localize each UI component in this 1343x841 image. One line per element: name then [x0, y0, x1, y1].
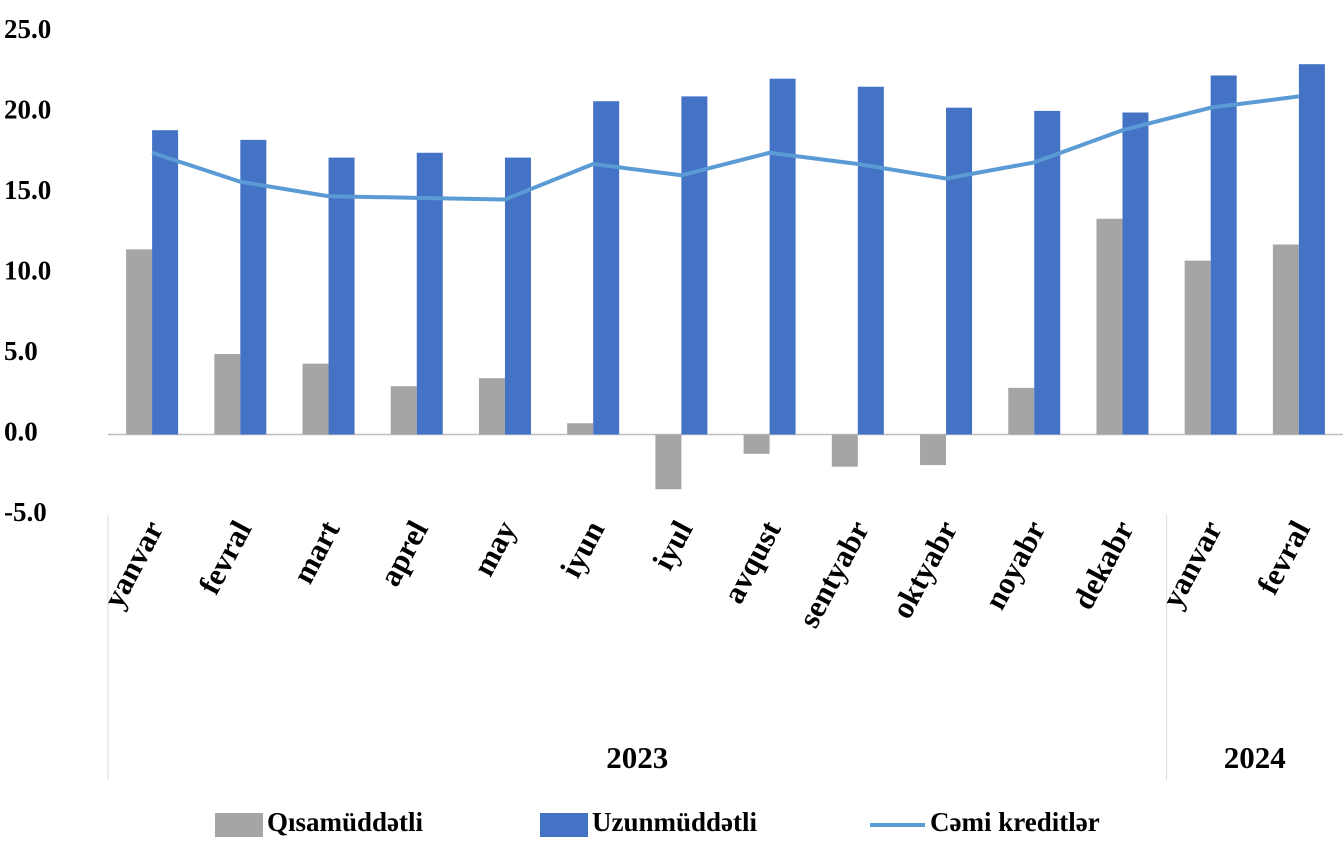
bar — [857, 86, 884, 435]
x-tick-label: mart — [285, 514, 347, 589]
bar — [831, 434, 858, 467]
bar — [478, 378, 505, 435]
y-tick-label: 15.0 — [4, 175, 51, 205]
bar — [567, 423, 594, 435]
x-tick-label: fevral — [1250, 515, 1317, 600]
y-tick-label: 10.0 — [4, 256, 51, 286]
bar — [416, 152, 443, 435]
bar — [504, 157, 531, 435]
legend-swatch — [215, 813, 263, 837]
x-tick-label: fevral — [191, 515, 258, 600]
bar — [390, 386, 417, 435]
bar — [1210, 75, 1237, 435]
y-tick-label: 25.0 — [4, 14, 51, 44]
bar — [1298, 64, 1325, 435]
legend-swatch — [540, 813, 588, 837]
y-tick-label: -5.0 — [4, 497, 47, 527]
legend-label: Uzunmüddətli — [592, 807, 758, 837]
x-tick-label: oktyabr — [884, 515, 964, 624]
group-label: 2023 — [606, 740, 668, 775]
x-tick-label: noyabr — [977, 515, 1052, 615]
bar — [214, 354, 241, 435]
y-tick-label: 20.0 — [4, 95, 51, 125]
x-tick-label: iyun — [553, 515, 611, 583]
legend-label: Qısamüddətli — [267, 807, 424, 837]
bar — [1122, 112, 1149, 435]
bar — [1008, 387, 1035, 435]
group-label: 2024 — [1224, 740, 1286, 775]
x-tick-label: dekabr — [1065, 515, 1140, 615]
bar — [302, 363, 329, 435]
bar — [920, 434, 947, 466]
bar — [743, 434, 770, 454]
bar — [769, 78, 796, 435]
bar — [240, 139, 267, 435]
bar — [1034, 110, 1061, 435]
y-tick-label: 5.0 — [4, 336, 38, 366]
bar — [152, 130, 179, 435]
legend-label: Cəmi kreditlər — [930, 807, 1100, 837]
x-tick-label: aprel — [372, 515, 435, 592]
x-tick-label: iyul — [645, 515, 700, 576]
bar — [1184, 260, 1211, 435]
bar — [126, 249, 153, 435]
x-tick-label: may — [466, 514, 524, 581]
bar — [946, 107, 973, 435]
bar — [1096, 218, 1123, 435]
line — [151, 94, 1300, 202]
bar — [655, 434, 682, 490]
bar — [1272, 244, 1299, 435]
bar — [681, 96, 708, 435]
x-tick-label: sentyabr — [791, 515, 876, 634]
y-tick-label: 0.0 — [4, 417, 38, 447]
bar — [593, 101, 620, 435]
x-tick-label: yanvar — [96, 515, 171, 614]
x-tick-label: avqust — [716, 514, 788, 609]
x-tick-label: yanvar — [1154, 515, 1229, 614]
bar — [328, 157, 355, 435]
